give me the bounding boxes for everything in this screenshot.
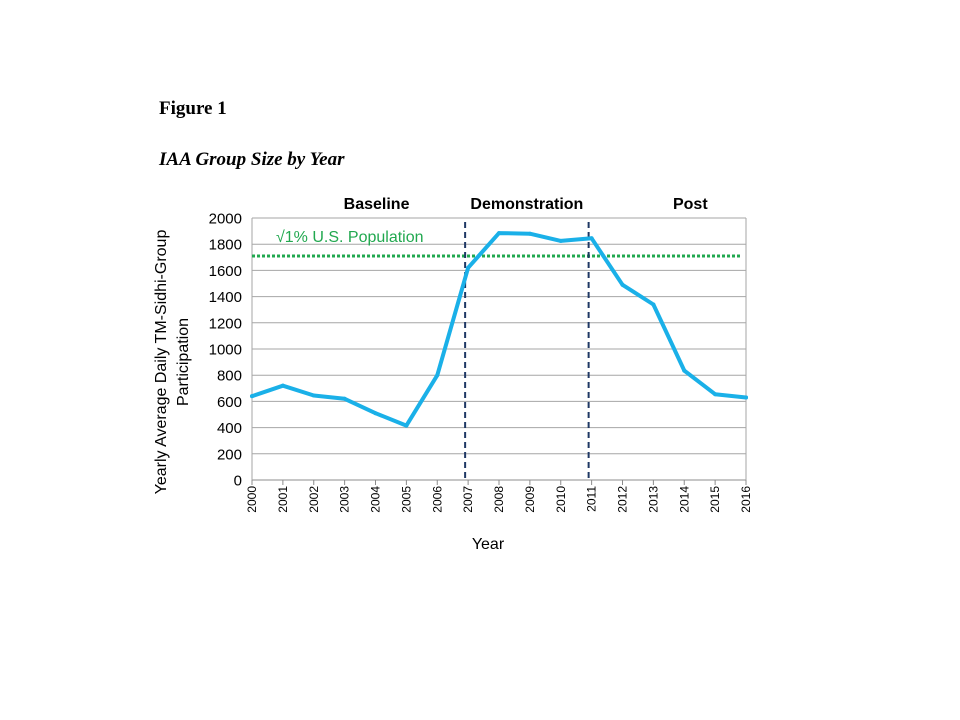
y-axis-label-line-1: Yearly Average Daily TM-Sidhi-Group [153, 230, 170, 495]
data-point-2000 [250, 394, 254, 399]
x-tick-2009: 2009 [523, 486, 537, 513]
y-tick-1000: 1000 [209, 342, 242, 359]
x-tick-2011: 2011 [585, 486, 599, 512]
figure-label: Figure 1 [159, 98, 227, 119]
data-point-2014 [682, 368, 687, 373]
data-point-2004 [373, 411, 378, 416]
x-tick-2008: 2008 [492, 486, 506, 513]
data-series [250, 231, 748, 428]
data-point-2013 [651, 302, 656, 307]
x-tick-2004: 2004 [369, 486, 383, 513]
x-tick-2003: 2003 [338, 486, 352, 513]
x-axis-label: Year [472, 536, 505, 553]
data-point-2016 [744, 395, 748, 400]
data-point-2003 [342, 396, 347, 401]
data-point-2005 [404, 423, 409, 428]
x-tick-2015: 2015 [708, 486, 722, 513]
data-point-2007 [466, 265, 471, 270]
data-point-2006 [435, 373, 440, 378]
figure-title: IAA Group Size by Year [159, 149, 345, 170]
reference-line-group: √1% U.S. Population [252, 229, 742, 258]
phase-label-post: Post [673, 196, 708, 213]
x-tick-2005: 2005 [399, 486, 413, 513]
y-tick-1400: 1400 [209, 289, 242, 306]
data-point-2009 [527, 231, 532, 236]
x-tick-2014: 2014 [677, 486, 691, 513]
y-tick-600: 600 [217, 394, 242, 411]
phase-label-demonstration: Demonstration [470, 196, 583, 213]
y-tick-400: 400 [217, 420, 242, 437]
x-tick-2002: 2002 [307, 486, 321, 513]
x-tick-2001: 2001 [276, 486, 290, 513]
y-tick-0: 0 [234, 473, 242, 490]
y-tick-1800: 1800 [209, 237, 242, 254]
data-point-2010 [558, 238, 563, 243]
data-point-2011 [589, 236, 594, 241]
x-tick-labels: 2000 2001 2002 2003 2004 2005 2006 2007 2008 2009… [245, 480, 753, 513]
y-tick-2000: 2000 [209, 211, 242, 228]
data-point-2012 [620, 282, 625, 287]
phase-labels: Baseline Demonstration Post [344, 196, 709, 213]
x-tick-2006: 2006 [430, 486, 444, 513]
x-tick-2013: 2013 [646, 486, 660, 513]
y-tick-800: 800 [217, 368, 242, 385]
phase-dividers [464, 222, 590, 480]
data-point-2002 [311, 393, 316, 398]
y-axis-label-line-2: Participation [175, 318, 192, 406]
y-tick-1600: 1600 [209, 263, 242, 280]
y-tick-200: 200 [217, 446, 242, 463]
series-line-0 [250, 231, 748, 428]
x-tick-2016: 2016 [739, 486, 753, 513]
x-tick-2010: 2010 [554, 486, 568, 513]
reference-line-label: √1% U.S. Population [276, 229, 424, 246]
data-point-2008 [497, 231, 501, 236]
phase-label-baseline: Baseline [344, 196, 410, 213]
data-point-2001 [280, 383, 285, 388]
data-point-2015 [713, 392, 718, 397]
y-tick-1200: 1200 [209, 315, 242, 332]
x-tick-2007: 2007 [461, 486, 475, 513]
x-tick-2000: 2000 [245, 486, 259, 513]
x-tick-2012: 2012 [616, 486, 630, 513]
y-tick-labels: 0 200 400 600 800 1000 1200 1400 1600 1800 2000 [209, 211, 242, 490]
